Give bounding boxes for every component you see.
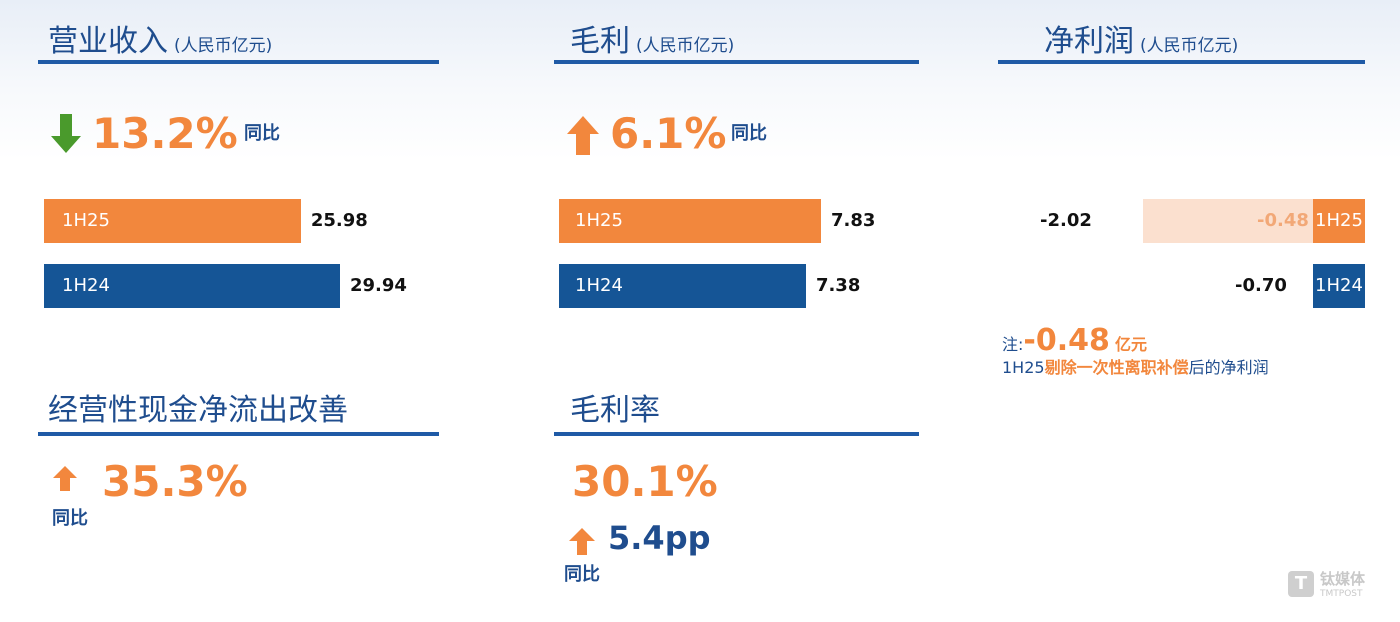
revenue-unit: (人民币亿元)	[174, 36, 273, 56]
net-profit-title-text: 净利润	[1044, 24, 1134, 59]
net-profit-bar-value: -2.02	[1040, 210, 1092, 231]
revenue-bar-1H24	[44, 264, 340, 308]
net-profit-bar-value: -0.70	[1235, 275, 1287, 296]
up-arrow-icon	[569, 528, 595, 555]
note-line2-c: 后的净利润	[1188, 358, 1269, 377]
net-profit-adjusted-bar	[1143, 199, 1313, 243]
gross-profit-title: 毛利 (人民币亿元)	[570, 27, 734, 57]
gross-profit-bar-1H24	[559, 264, 806, 308]
gross-profit-yoy-label: 同比	[731, 123, 767, 144]
net-profit-note-line2: 1H25剔除一次性离职补偿后的净利润	[1002, 360, 1269, 376]
gross-margin-title: 毛利率	[570, 393, 660, 428]
down-arrow-icon	[51, 114, 81, 153]
revenue-divider	[38, 60, 439, 64]
watermark-en: TMTPOST	[1320, 589, 1363, 599]
revenue-yoy-label: 同比	[244, 123, 280, 144]
cashflow-title: 经营性现金净流出改善	[48, 393, 348, 428]
net-profit-note-line1: 注:-0.48 亿元	[1002, 326, 1147, 356]
note-unit: 亿元	[1114, 335, 1147, 354]
gross-profit-change: 6.1%	[610, 109, 727, 158]
revenue-bar-label: 1H25	[62, 210, 110, 231]
cashflow-change: 35.3%	[102, 457, 248, 506]
gross-margin-divider	[554, 432, 919, 436]
net-profit-unit: (人民币亿元)	[1140, 36, 1239, 56]
gross-profit-divider	[554, 60, 919, 64]
gross-profit-bar-label: 1H25	[575, 210, 623, 231]
gross-profit-title-text: 毛利	[570, 24, 630, 59]
revenue-title: 营业收入 (人民币亿元)	[48, 27, 272, 57]
revenue-bar-value: 29.94	[350, 275, 407, 296]
cashflow-divider	[38, 432, 439, 436]
net-profit-bar-label: 1H25	[1315, 210, 1363, 231]
gross-profit-bar-1H25	[559, 199, 821, 243]
up-arrow-icon	[53, 466, 77, 491]
net-profit-bar-1H24	[1313, 264, 1365, 308]
tmtpost-logo-icon: T	[1288, 570, 1314, 597]
up-arrow-icon	[567, 116, 599, 155]
gross-profit-bar-value: 7.38	[815, 275, 861, 296]
gross-margin-yoy-label: 同比	[564, 564, 600, 585]
gross-profit-unit: (人民币亿元)	[636, 36, 735, 56]
revenue-bar-value: 25.98	[310, 210, 368, 231]
gross-margin-change: 5.4pp	[608, 519, 711, 557]
note-line2-a: 1H25	[1002, 358, 1045, 377]
net-profit-bar-label: 1H24	[1315, 275, 1363, 296]
revenue-change: 13.2%	[92, 109, 238, 158]
gross-profit-bar-value: 7.83	[831, 210, 876, 231]
revenue-bar-1H25	[44, 199, 301, 243]
watermark: T 钛媒体 TMTPOST	[1288, 568, 1365, 599]
cashflow-yoy-label: 同比	[52, 508, 88, 529]
note-value: -0.48	[1023, 323, 1110, 358]
gross-profit-bar-label: 1H24	[575, 275, 623, 296]
net-profit-divider	[998, 60, 1365, 64]
net-profit-bar-1H25	[1313, 199, 1365, 243]
gross-margin-value: 30.1%	[572, 457, 718, 506]
watermark-cn: 钛媒体	[1320, 570, 1366, 588]
note-line2-b: 剔除一次性离职补偿	[1044, 358, 1189, 377]
net-profit-adjusted-value: -0.48	[1257, 210, 1309, 231]
note-prefix: 注:	[1002, 335, 1024, 354]
revenue-title-text: 营业收入	[48, 24, 168, 59]
revenue-bar-label: 1H24	[62, 275, 110, 296]
net-profit-title: 净利润 (人民币亿元)	[1044, 27, 1238, 57]
